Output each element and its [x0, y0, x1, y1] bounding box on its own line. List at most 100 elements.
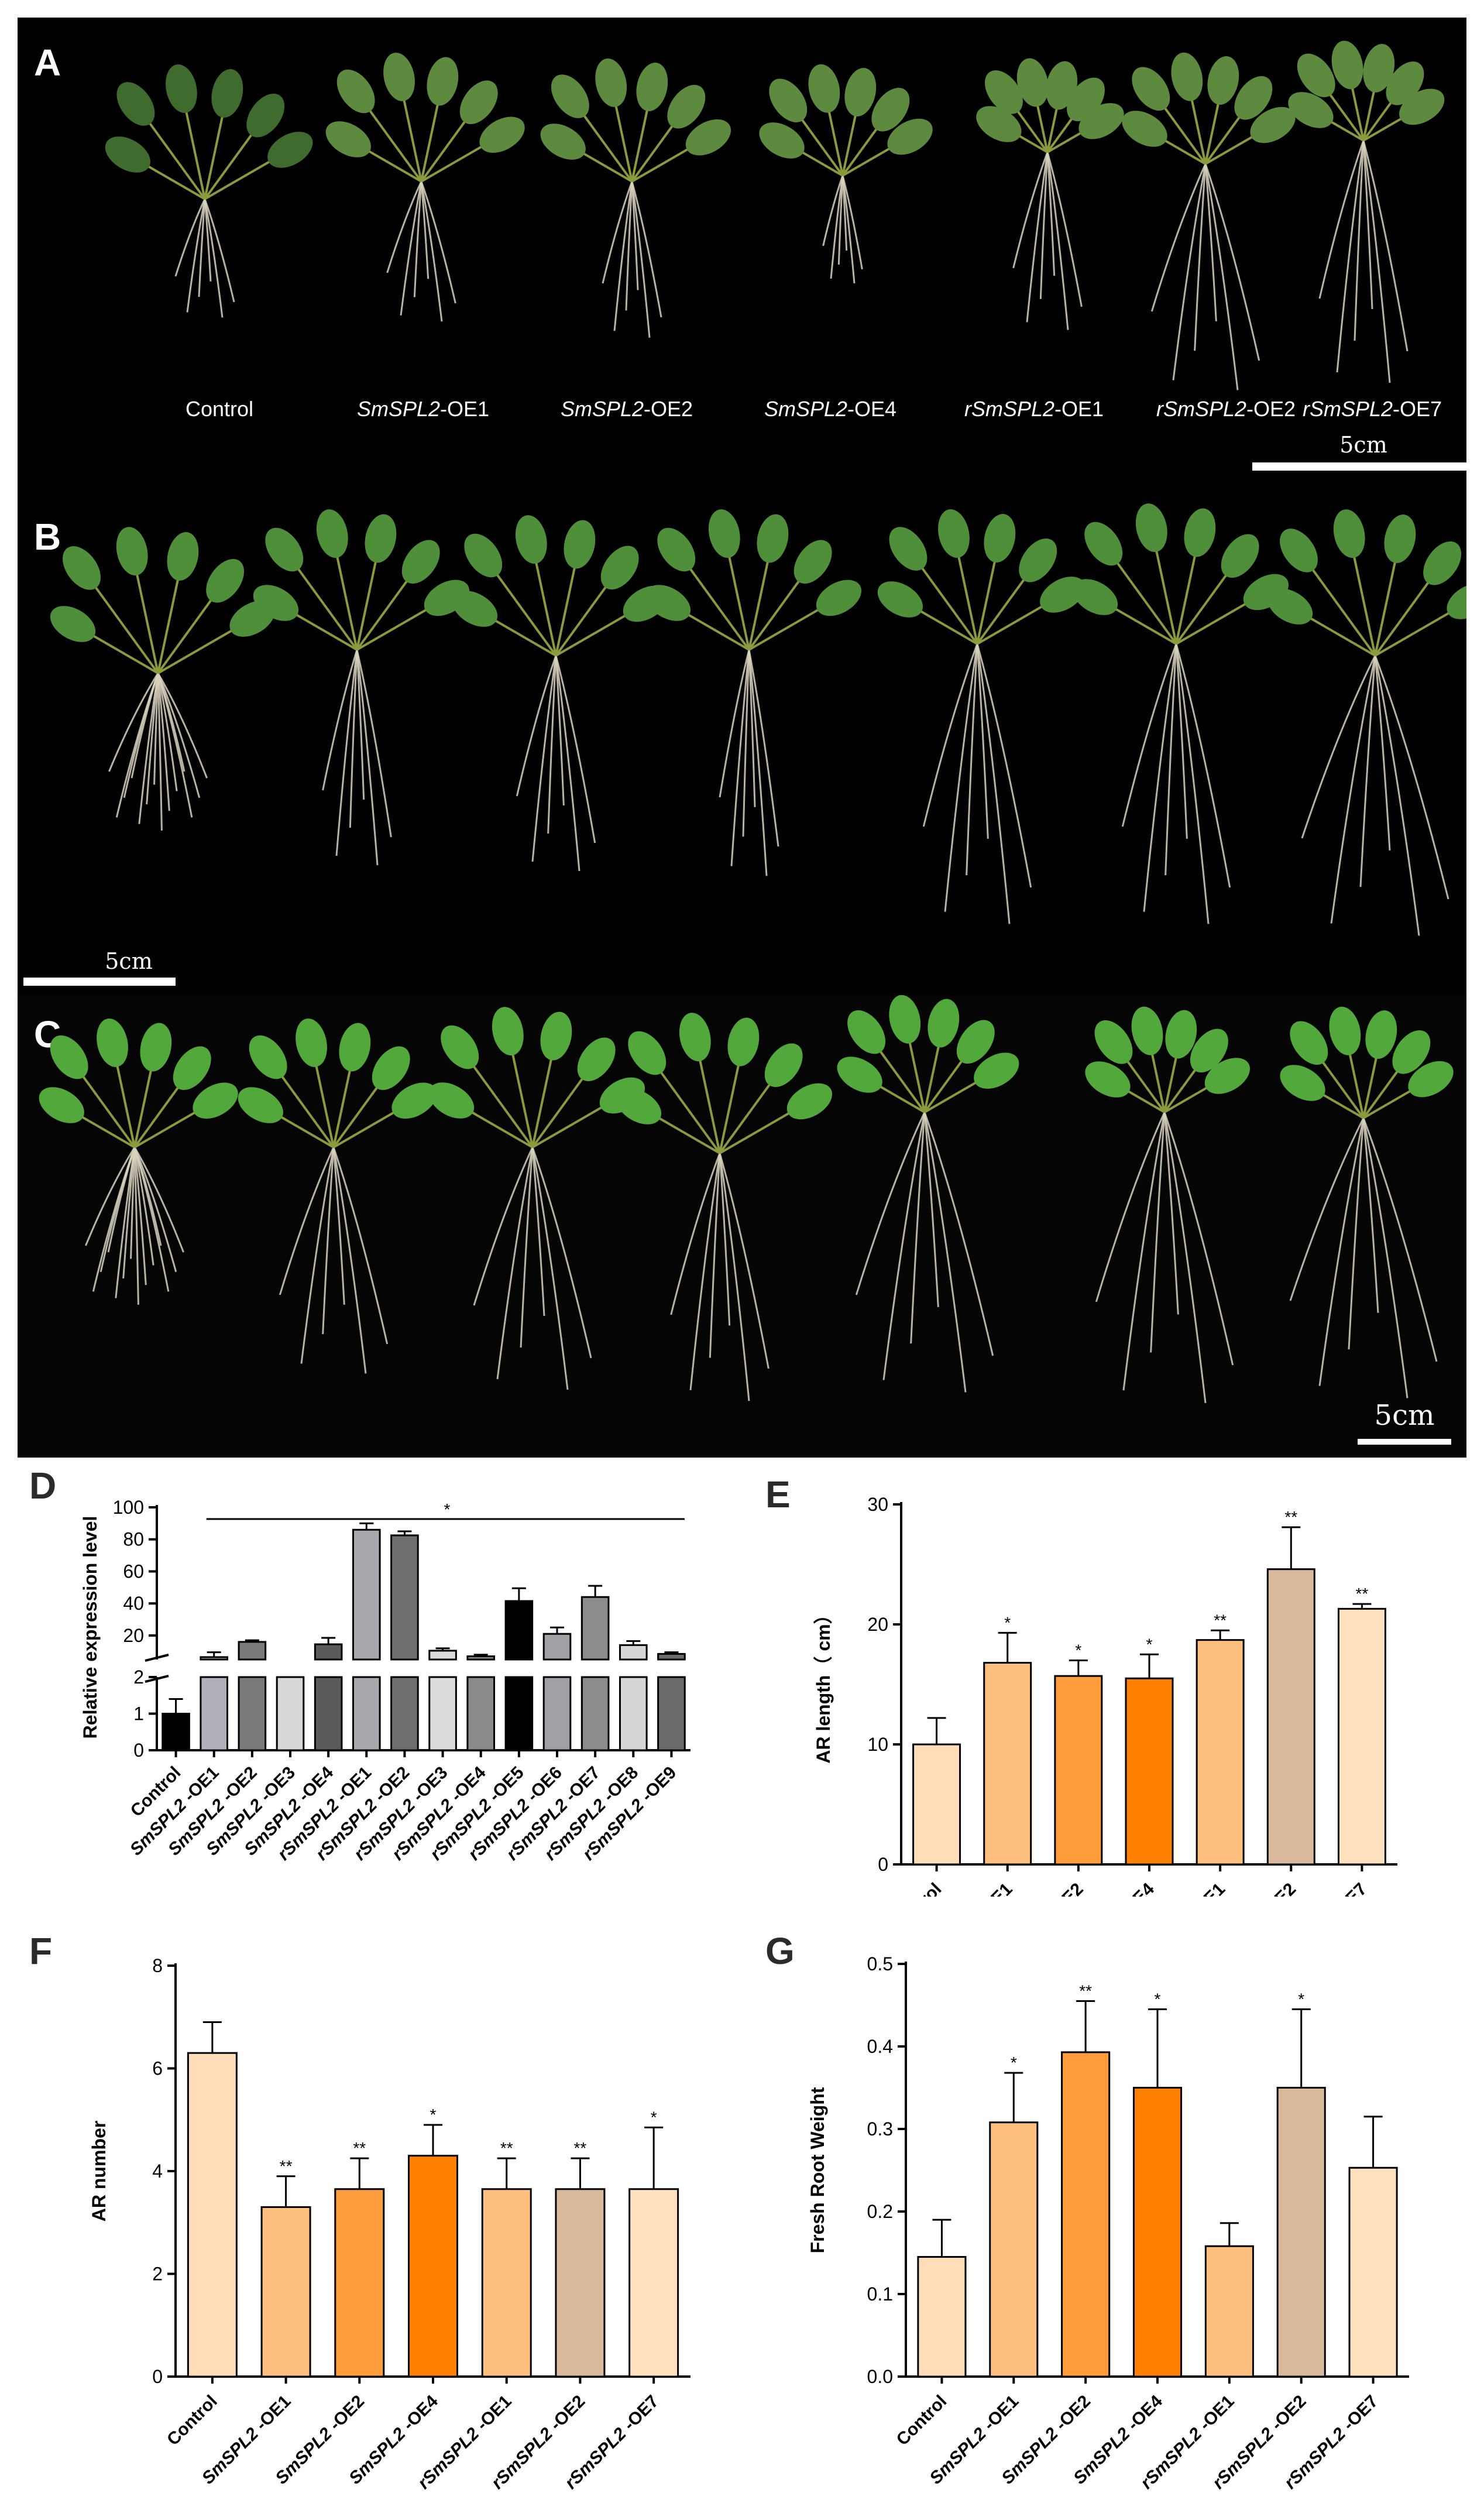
- root-line: [719, 649, 750, 798]
- leaf: [265, 527, 304, 572]
- plant-c4: [837, 995, 1019, 1393]
- leaf: [1365, 1010, 1397, 1059]
- photo-panel-c: C 5cm: [18, 995, 1466, 1458]
- leaf: [786, 1083, 833, 1120]
- y-tick-label: 20: [123, 1625, 144, 1646]
- root-line: [1354, 140, 1365, 341]
- root-line: [547, 655, 557, 834]
- root-line: [730, 649, 750, 866]
- y-tick-label: 40: [123, 1593, 144, 1614]
- x-tick-label-suffix: Control: [888, 1880, 946, 1897]
- x-tick-label-suffix: -OE2: [543, 2392, 589, 2438]
- x-tick-label-italic: rSmSPL2: [487, 2424, 556, 2493]
- root-line: [356, 649, 379, 866]
- root-line: [516, 655, 557, 797]
- significance-mark: **: [1356, 1585, 1369, 1603]
- x-tick-label-italic: rSmSPL2: [1209, 2424, 1278, 2493]
- photo-panel-b: B 5cm: [18, 498, 1466, 995]
- leaf: [667, 85, 706, 129]
- photo-panel-a: A Control SmSPL2-OE1 SmSPL2-OE2 SmSPL2-O…: [18, 18, 1475, 498]
- y-tick-label: 4: [152, 2161, 163, 2182]
- y-tick-label: 0.4: [867, 2036, 893, 2057]
- bar: [162, 1713, 190, 1751]
- root-line: [1163, 1112, 1234, 1366]
- leaf: [238, 1087, 283, 1123]
- y-tick-label: 0.3: [867, 2118, 893, 2140]
- root-line: [1012, 152, 1049, 269]
- leaf: [600, 546, 639, 590]
- leaf: [540, 1012, 572, 1061]
- y-tick-label: 8: [152, 1955, 163, 1976]
- root-line: [300, 1147, 335, 1364]
- significance-mark: **: [353, 2139, 366, 2157]
- significance-mark: *: [1004, 1613, 1011, 1631]
- root-line: [923, 1112, 939, 1307]
- x-tick-label-suffix: -OE2: [322, 2392, 368, 2438]
- plants-b: [50, 503, 1466, 936]
- leaf: [515, 515, 547, 564]
- leaf: [372, 1046, 410, 1091]
- axis-break: [145, 1654, 169, 1662]
- root-line: [631, 181, 651, 338]
- root-line: [689, 1153, 721, 1390]
- root-line: [855, 1112, 926, 1295]
- leaf: [1171, 52, 1203, 101]
- leaf: [808, 64, 840, 113]
- root-line: [910, 1112, 926, 1344]
- plants-a: [105, 40, 1445, 390]
- bar-lower: [352, 1676, 381, 1751]
- root-line: [822, 175, 844, 246]
- leaf: [837, 1057, 882, 1093]
- root-line: [133, 1147, 170, 1292]
- root-line: [748, 649, 779, 847]
- y-axis-label: Relative expression level: [80, 1516, 101, 1739]
- leaf: [628, 1031, 667, 1075]
- leaf: [1250, 107, 1296, 143]
- root-line: [108, 673, 159, 772]
- root-line: [1362, 140, 1391, 383]
- leaf: [50, 1035, 88, 1079]
- bar-upper: [428, 1650, 457, 1661]
- significance-mark: *: [651, 2108, 657, 2126]
- leaf: [1447, 583, 1466, 619]
- bar: [187, 2052, 238, 2378]
- bar-lower: [466, 1676, 496, 1751]
- x-tick-label-italic: rSmSPL2: [1137, 2424, 1206, 2493]
- plant-a6: [1288, 40, 1445, 383]
- leaf: [1132, 67, 1170, 111]
- leaf: [206, 558, 245, 603]
- x-tick-label-suffix: -OE2: [1264, 2392, 1310, 2438]
- leaf: [1363, 44, 1395, 92]
- bar-lower: [657, 1676, 686, 1751]
- root-line: [1175, 643, 1210, 924]
- root-line: [1046, 152, 1069, 330]
- root-line: [322, 1147, 335, 1335]
- bar: [1125, 1677, 1174, 1866]
- root-line: [631, 181, 662, 318]
- root-line: [1362, 1117, 1438, 1362]
- root-line: [923, 1112, 994, 1356]
- leaf: [1384, 515, 1416, 563]
- bar-upper: [314, 1643, 343, 1661]
- y-tick-label: 0: [152, 2366, 163, 2387]
- plant-c1: [238, 1018, 437, 1374]
- leaf: [1204, 1058, 1251, 1094]
- bar: [917, 2256, 967, 2378]
- root-line: [1362, 1117, 1409, 1398]
- plant-label-a-5: rSmSPL2-OE2: [1156, 397, 1296, 421]
- root-line: [882, 1112, 926, 1380]
- y-tick-label: 1: [133, 1703, 144, 1724]
- y-tick-label: 100: [113, 1497, 144, 1518]
- leaf: [441, 1025, 479, 1069]
- bar: [1054, 1675, 1103, 1866]
- panel-letter-g: G: [765, 1930, 795, 1972]
- root-line: [133, 1147, 177, 1273]
- root-line: [944, 643, 978, 912]
- x-tick-label-suffix: -OE1: [469, 2392, 516, 2438]
- leaf: [479, 116, 525, 153]
- leaf: [50, 606, 96, 642]
- root-line: [157, 673, 208, 779]
- leaf: [1165, 1010, 1197, 1059]
- root-line: [1175, 643, 1188, 839]
